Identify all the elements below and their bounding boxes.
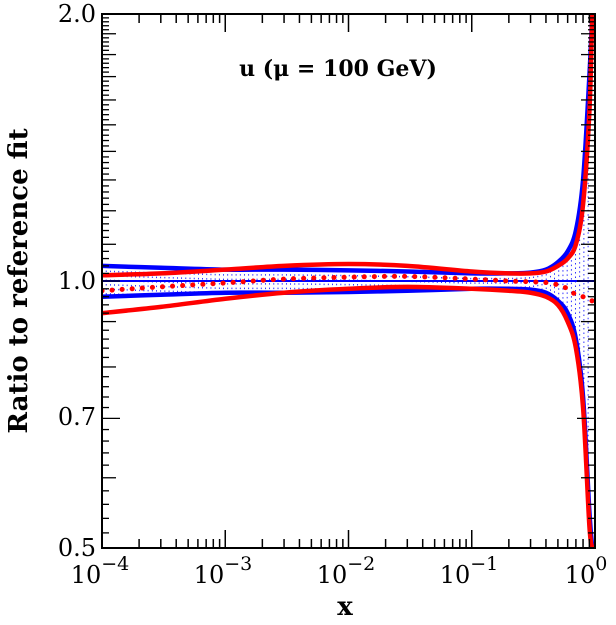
annotation-label: u (μ = 100 GeV) — [239, 56, 437, 82]
x-tick-label-1e-3: 10−3 — [194, 553, 253, 589]
y-axis-title: Ratio to reference fit — [4, 128, 34, 433]
series-line-blue-upper — [102, 14, 595, 276]
y-tick-label-2.0: 2.0 — [58, 0, 96, 28]
x-tick-label-1e0: 100 — [565, 553, 608, 589]
series-line-red-central — [102, 273, 595, 304]
series-line-blue-lower — [102, 286, 595, 548]
y-tick-label-1.0: 1.0 — [58, 267, 96, 295]
x-tick-label-1e-2: 10−2 — [317, 553, 376, 589]
x-axis-title: x — [337, 592, 353, 622]
tick-marks — [101, 13, 595, 549]
y-tick-label-0.7: 0.7 — [58, 403, 96, 431]
y-tick-label-0.5: 0.5 — [58, 534, 96, 562]
series-line-red-lower — [102, 284, 595, 548]
x-tick-labels: 10−4 10−3 10−2 10−1 100 — [71, 553, 608, 589]
x-tick-label-1e-1: 10−1 — [440, 553, 499, 589]
y-tick-labels: 0.5 0.7 1.0 2.0 — [58, 0, 96, 562]
x-tick-label-1e-4: 10−4 — [71, 553, 130, 589]
series-group — [102, 14, 595, 548]
series-line-red-upper — [102, 14, 595, 278]
